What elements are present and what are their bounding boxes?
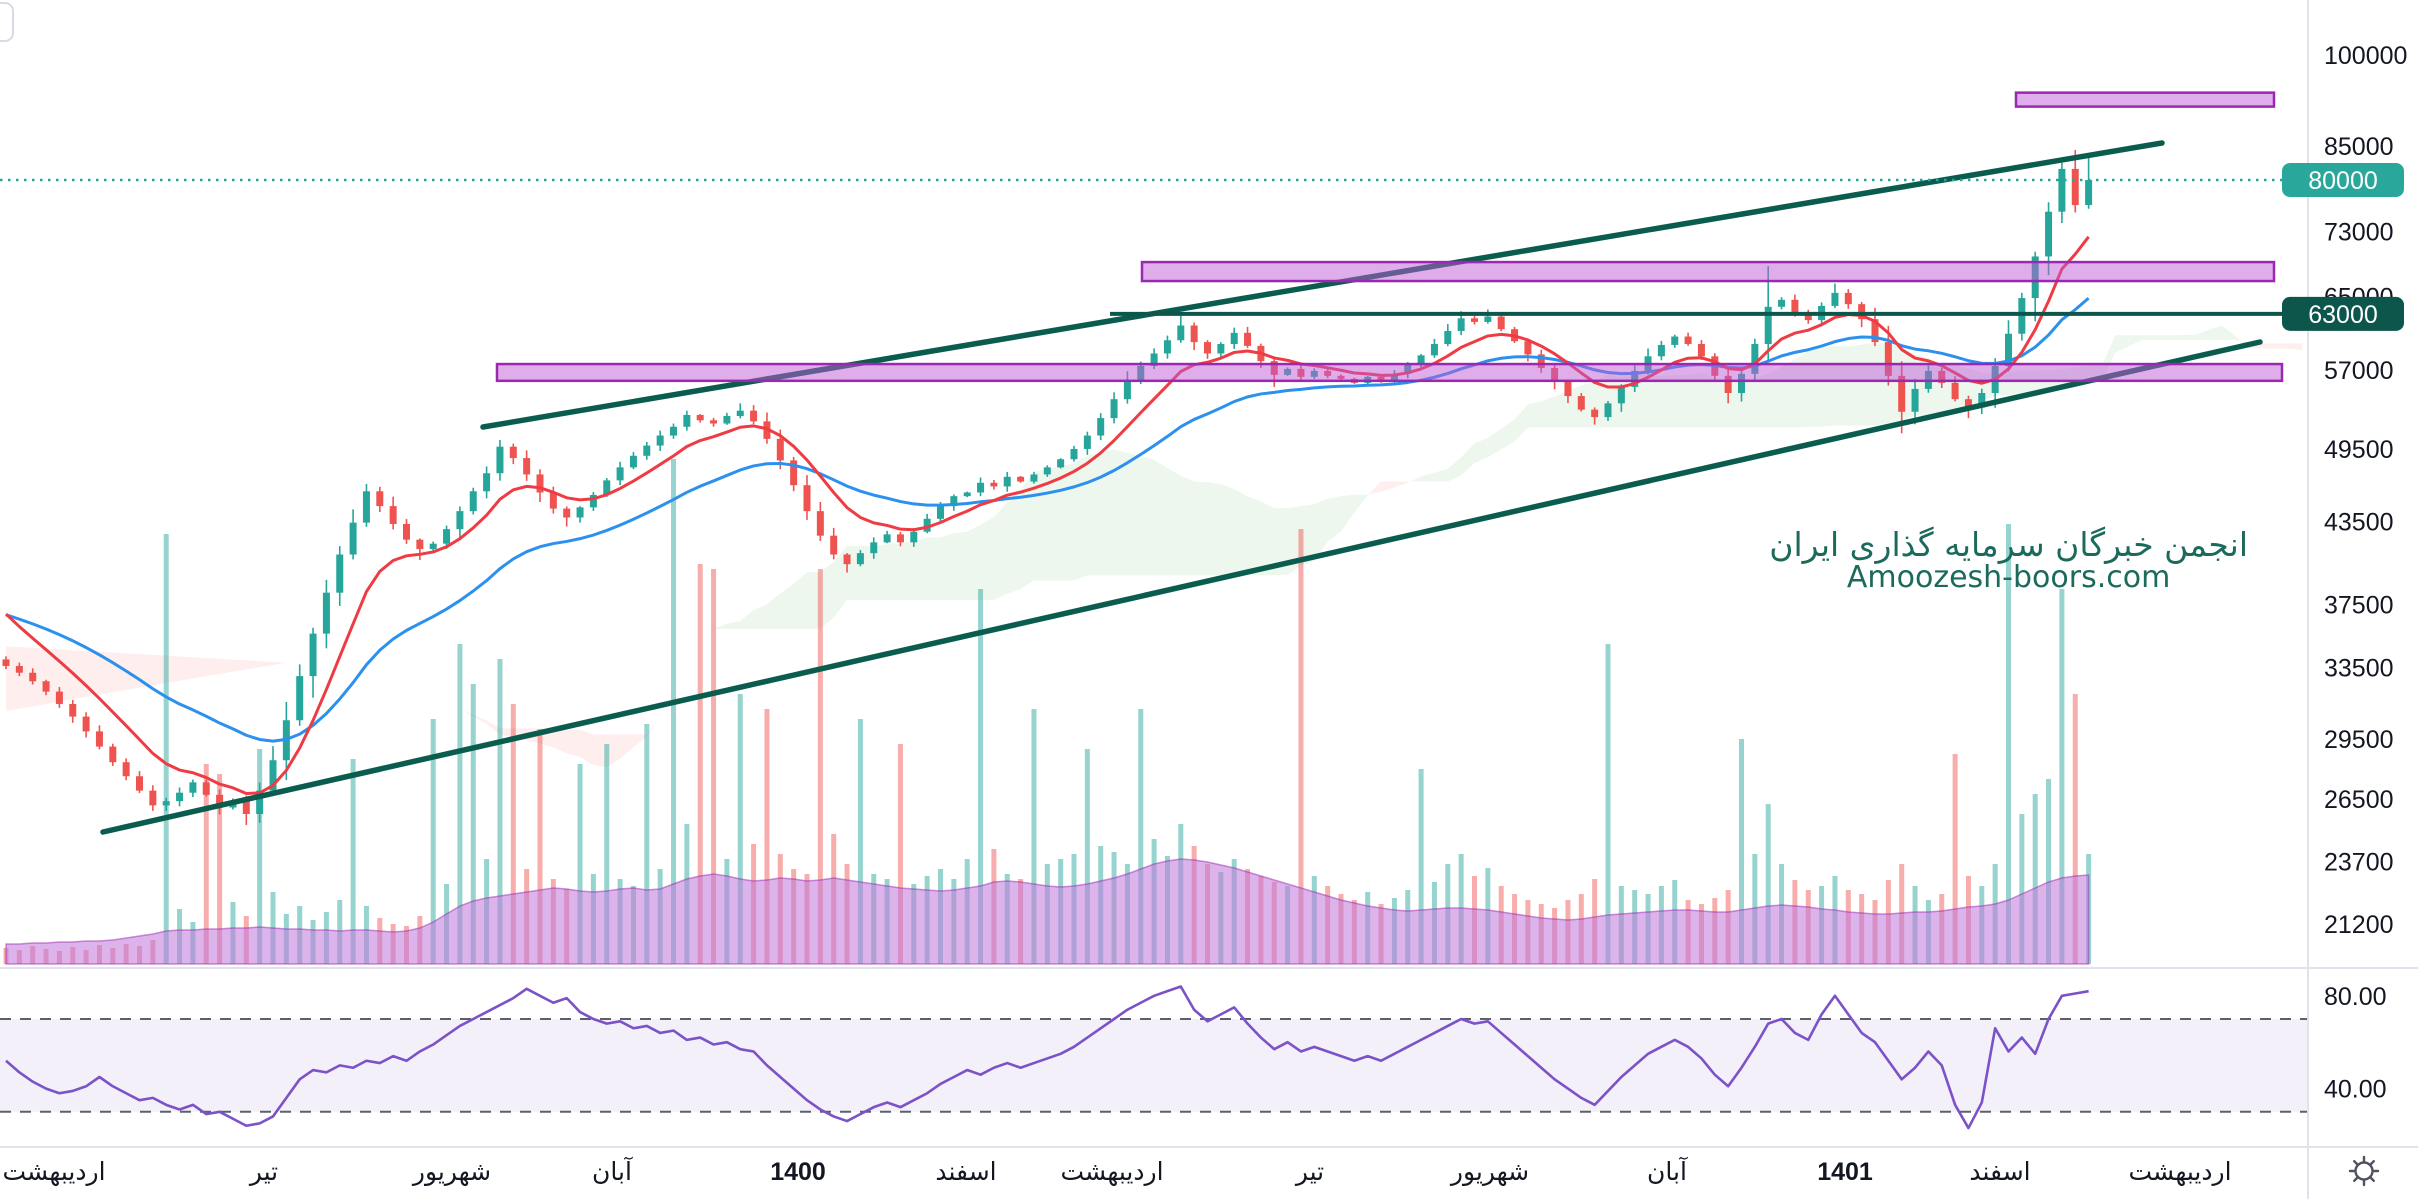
- price-tick-label: 37500: [2324, 591, 2394, 619]
- price-tick-label: 57000: [2324, 357, 2394, 385]
- time-tick-label: اسفند: [1969, 1157, 2030, 1186]
- price-tick-label: 26500: [2324, 786, 2394, 814]
- collapsed-toolbar-button[interactable]: [0, 2, 14, 42]
- time-scale[interactable]: اردیبهشت تیر شهریور آبان 1400 اسفند اردیبهشت تی…: [2, 1156, 2231, 1187]
- supply-demand-zone-3: [495, 362, 2284, 383]
- drawings-layer: [0, 91, 2308, 835]
- time-tick-label: اسفند: [935, 1157, 996, 1186]
- price-scale-background: [2309, 0, 2418, 1199]
- time-tick-label: 1400: [770, 1158, 826, 1186]
- time-tick-label: 1401: [1817, 1158, 1873, 1186]
- price-tick-label: 49500: [2324, 436, 2394, 464]
- time-tick-label: اردیبهشت: [2128, 1157, 2231, 1187]
- time-tick-label: تیر: [248, 1157, 278, 1186]
- price-badge-2: [2282, 296, 2404, 331]
- price-tick-label: 43500: [2324, 508, 2394, 536]
- time-tick-label: تیر: [1294, 1157, 1324, 1186]
- price-tick-label: 29500: [2324, 726, 2394, 754]
- rsi-tick-label: 40.00: [2324, 1076, 2387, 1104]
- scale-settings-button[interactable]: [2342, 1150, 2386, 1192]
- supply-demand-zone-2: [1140, 260, 2276, 283]
- time-tick-label: شهریور: [1449, 1157, 1529, 1187]
- price-tick-label: 21200: [2324, 911, 2394, 939]
- price-badge-label: 63000: [2308, 301, 2378, 329]
- rsi-pane: [0, 985, 2308, 1130]
- rsi-line: [5, 985, 2089, 1130]
- time-tick-label: آبان: [1647, 1156, 1688, 1186]
- rsi-band: [0, 1019, 2308, 1112]
- time-tick-label: اردیبهشت: [2, 1157, 105, 1187]
- time-tick-label: اردیبهشت: [1060, 1157, 1163, 1187]
- price-scale[interactable]: 1000008500073000650005700049500435003750…: [2282, 42, 2407, 1104]
- rsi-tick-label: 80.00: [2324, 983, 2387, 1011]
- sun-icon: [2348, 1155, 2380, 1187]
- supply-demand-zone-1: [2014, 91, 2276, 108]
- trendline-lower: [100, 339, 2263, 835]
- price-tick-label: 33500: [2324, 655, 2394, 683]
- price-tick-label: 100000: [2324, 42, 2407, 70]
- price-tick-label: 23700: [2324, 849, 2394, 877]
- price-tick-label: 85000: [2324, 133, 2394, 161]
- price-badge-label: 80000: [2308, 167, 2378, 195]
- time-tick-label: شهریور: [411, 1157, 491, 1187]
- time-tick-label: آبان: [592, 1156, 633, 1186]
- price-tick-label: 73000: [2324, 218, 2394, 246]
- price-badge-1: [2282, 163, 2404, 198]
- volume-layer: [3, 459, 2092, 965]
